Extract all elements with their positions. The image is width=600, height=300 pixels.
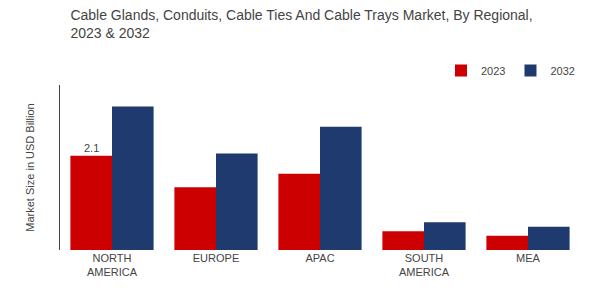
svg-text:MEA: MEA [516, 252, 541, 264]
svg-text:NORTHAMERICA: NORTHAMERICA [87, 252, 138, 278]
svg-text:Cable Glands, Conduits, Cable: Cable Glands, Conduits, Cable Ties And C… [70, 7, 532, 41]
svg-text:EUROPE: EUROPE [193, 252, 239, 264]
svg-text:APAC: APAC [305, 252, 334, 264]
svg-text:2.1: 2.1 [84, 142, 99, 154]
svg-text:SOUTHAMERICA: SOUTHAMERICA [399, 252, 450, 278]
svg-text:2023: 2023 [481, 65, 505, 77]
svg-text:2032: 2032 [550, 65, 574, 77]
svg-text:Market Size in USD Billion: Market Size in USD Billion [24, 103, 36, 231]
